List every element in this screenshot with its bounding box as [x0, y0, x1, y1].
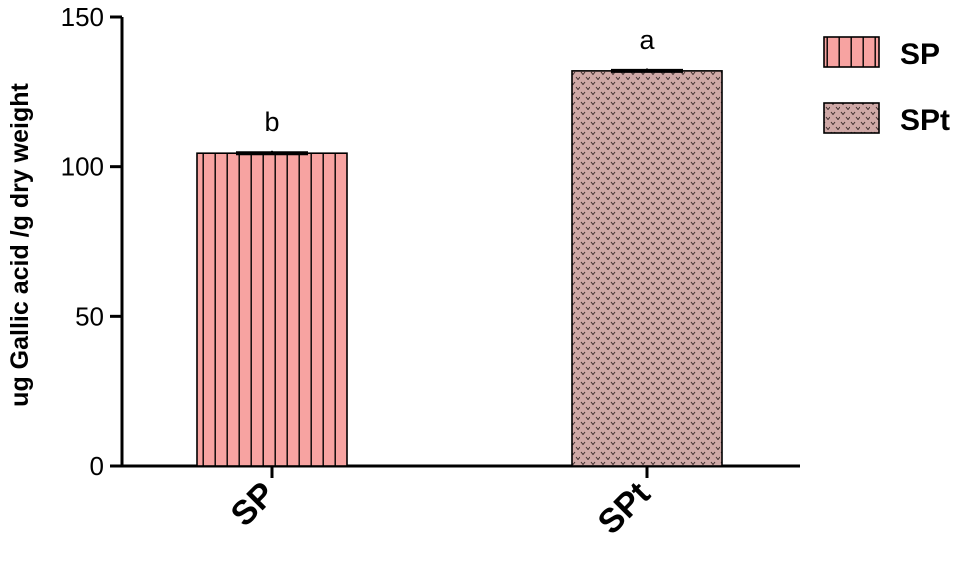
legend-label: SPt: [900, 104, 950, 137]
y-tick-label: 50: [75, 301, 104, 331]
bar-sp: [196, 152, 348, 467]
bars: ba: [196, 25, 723, 467]
y-axis: 0 50 100 150: [61, 2, 124, 481]
legend-label: SP: [900, 38, 940, 71]
legend: SP SPt: [823, 36, 950, 137]
bar-spt: [571, 70, 723, 467]
y-tick-label: 100: [61, 152, 104, 182]
y-tick-label: 0: [90, 451, 104, 481]
x-tick-label: SP: [224, 475, 283, 534]
legend-swatch: [823, 102, 880, 134]
x-tick-label: SPt: [591, 475, 658, 542]
y-tick-label: 150: [61, 2, 104, 32]
y-axis-title: ug Gallic acid /g dry weight: [6, 82, 34, 406]
significance-label: b: [264, 107, 279, 137]
legend-swatch: [823, 36, 880, 68]
x-axis: SP SPt: [122, 464, 800, 542]
significance-label: a: [639, 25, 655, 55]
